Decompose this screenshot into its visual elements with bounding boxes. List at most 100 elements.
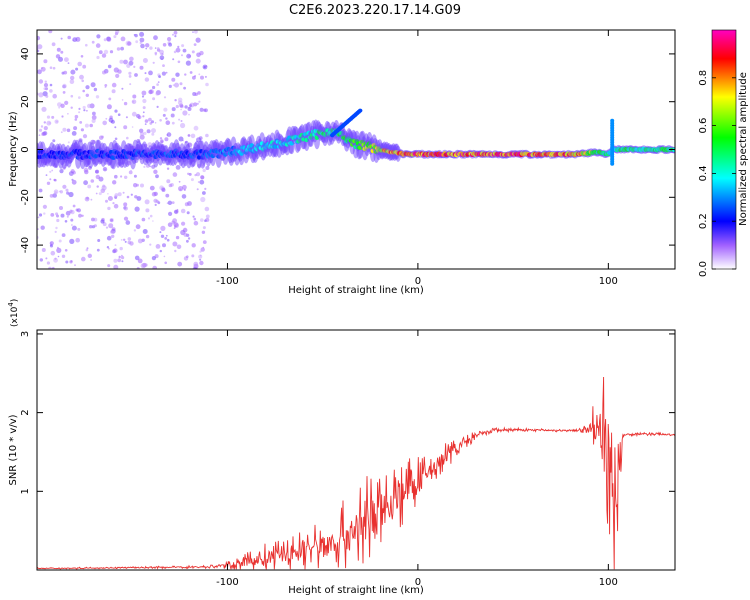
noise-point [180, 208, 186, 214]
noise-point [37, 35, 41, 41]
noise-point [58, 239, 62, 243]
noise-point [205, 133, 209, 138]
noise-point [78, 96, 81, 99]
noise-point [114, 126, 117, 129]
noise-point [149, 243, 152, 246]
noise-point [106, 37, 112, 42]
noise-point [168, 42, 173, 47]
noise-point [71, 225, 77, 231]
noise-point [133, 174, 137, 178]
noise-point [140, 131, 144, 136]
noise-point [117, 113, 121, 116]
noise-point [195, 58, 201, 64]
noise-point [114, 109, 118, 113]
noise-point [95, 169, 100, 174]
noise-point [69, 238, 75, 244]
noise-point [49, 194, 54, 198]
colorbar-gradient [711, 29, 737, 270]
noise-point [121, 260, 124, 263]
noise-point [161, 53, 164, 56]
noise-point [194, 92, 198, 97]
noise-point [81, 79, 84, 83]
noise-point [122, 191, 125, 194]
noise-point [61, 115, 64, 118]
noise-point [142, 115, 145, 118]
noise-point [65, 188, 69, 192]
noise-point [111, 82, 117, 88]
noise-point [86, 247, 89, 250]
noise-point [158, 75, 162, 78]
colorbar-ticks: 0.0 0.2 0.4 0.6 0.8 [698, 70, 736, 277]
noise-point [166, 179, 171, 184]
noise-point [123, 101, 128, 106]
noise-point [144, 77, 150, 82]
noise-point [180, 120, 183, 122]
noise-point [178, 186, 184, 192]
noise-point [83, 180, 88, 186]
noise-point [204, 219, 207, 222]
noise-point [159, 119, 162, 122]
noise-point [129, 83, 132, 86]
noise-point [152, 265, 157, 269]
noise-point [164, 137, 169, 142]
noise-point [126, 136, 129, 140]
noise-point [107, 206, 111, 211]
noise-point [157, 81, 160, 83]
noise-point [49, 178, 52, 181]
noise-point [127, 41, 132, 46]
noise-point [190, 178, 194, 182]
noise-point [108, 223, 114, 229]
noise-point [127, 240, 132, 245]
noise-point [110, 230, 114, 234]
colorbar-tick-label: 0.6 [698, 118, 709, 134]
noise-point [152, 85, 156, 90]
noise-point [143, 131, 147, 135]
noise-point [178, 180, 181, 183]
noise-point [93, 224, 97, 228]
noise-point [172, 218, 178, 224]
y-tick-label: 2 [20, 409, 31, 415]
noise-point [49, 170, 52, 173]
noise-point [173, 30, 178, 35]
noise-point [56, 47, 61, 52]
noise-point [40, 225, 45, 230]
noise-point [204, 206, 210, 212]
noise-point [37, 44, 43, 50]
noise-point [139, 134, 145, 140]
colorbar-label: Normalized spectral amplitude [738, 72, 749, 226]
noise-point [70, 106, 73, 109]
noise-point [159, 139, 164, 144]
noise-point [199, 107, 204, 112]
noise-point [178, 136, 184, 142]
noise-point [166, 167, 170, 170]
noise-point [195, 172, 201, 177]
noise-point [161, 71, 166, 76]
noise-point [168, 211, 173, 216]
noise-point [175, 72, 180, 77]
noise-point [189, 71, 193, 74]
ridge-point [358, 108, 363, 113]
noise-point [102, 120, 107, 126]
y-tick-label: 20 [20, 95, 31, 108]
noise-point [60, 103, 65, 109]
noise-point [39, 258, 43, 262]
noise-point [140, 43, 145, 49]
noise-point [59, 206, 63, 210]
snr-line [37, 376, 675, 570]
noise-point [43, 121, 46, 124]
noise-point [139, 37, 145, 43]
noise-point [205, 65, 208, 68]
snr-marks [37, 376, 675, 570]
noise-point [43, 212, 46, 215]
noise-point [160, 234, 165, 238]
noise-point [90, 179, 95, 183]
noise-point [182, 110, 188, 116]
noise-point [82, 89, 85, 93]
noise-point [123, 202, 128, 207]
noise-point [176, 244, 182, 250]
noise-point [156, 47, 160, 50]
noise-point [103, 49, 109, 55]
noise-point [175, 235, 180, 240]
noise-point [181, 44, 185, 48]
noise-point [117, 69, 122, 74]
